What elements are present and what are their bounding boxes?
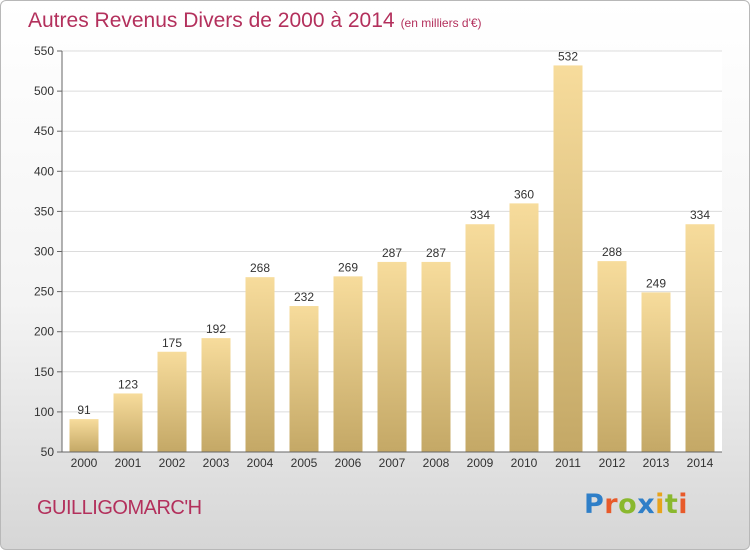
- logo-letter: t: [664, 489, 679, 520]
- bar: [509, 203, 539, 452]
- data-label: 232: [294, 290, 314, 304]
- proxiti-logo: Proxiti: [584, 489, 688, 520]
- y-tick-label: 100: [34, 405, 54, 419]
- y-tick-label: 150: [34, 365, 54, 379]
- logo-letter: o: [618, 489, 638, 520]
- y-tick-label: 500: [34, 84, 54, 98]
- data-label: 288: [602, 245, 622, 259]
- x-tick-label: 2008: [423, 456, 450, 470]
- bar: [201, 338, 231, 452]
- bar: [289, 306, 319, 452]
- x-tick-label: 2011: [555, 456, 581, 470]
- chart-title-text: Autres Revenus Divers de 2000 à 2014: [28, 9, 395, 32]
- logo-letter: i: [655, 489, 665, 520]
- y-tick-label: 50: [41, 445, 55, 459]
- y-tick-label: 200: [34, 325, 54, 339]
- data-label: 287: [426, 246, 446, 260]
- data-label: 192: [206, 322, 226, 336]
- x-tick-label: 2006: [335, 456, 362, 470]
- data-label: 175: [162, 336, 182, 350]
- x-tick-label: 2000: [71, 456, 98, 470]
- labels: 91 123 175 192 268 232 269 287 287 334 360 532 288 24…: [77, 49, 710, 417]
- bar: [69, 419, 99, 452]
- data-label: 249: [646, 276, 666, 290]
- commune-name: GUILLIGOMARC'H: [37, 497, 202, 519]
- bars: [69, 65, 715, 452]
- x-tick-label: 2010: [511, 456, 538, 470]
- x-tick-label: 2009: [467, 456, 494, 470]
- bar: [553, 65, 583, 452]
- bar: [685, 224, 715, 452]
- bar: [421, 261, 451, 452]
- data-label: 334: [690, 208, 710, 222]
- y-tick-label: 550: [34, 44, 54, 58]
- bar: [113, 393, 143, 452]
- data-label: 269: [338, 260, 358, 274]
- data-label: 268: [250, 261, 270, 275]
- data-label: 91: [77, 403, 91, 417]
- x-tick-label: 2002: [159, 456, 186, 470]
- bar: [597, 261, 627, 452]
- y-tick-label: 300: [34, 245, 54, 259]
- data-label: 287: [382, 246, 402, 260]
- logo-letter: P: [584, 489, 605, 520]
- x-tick-label: 2012: [599, 456, 626, 470]
- unit-note: (en milliers d'€): [400, 16, 482, 30]
- bar: [377, 261, 407, 452]
- y-tick-label: 400: [34, 164, 54, 178]
- chart-title: Autres Revenus Divers de 2000 à 2014 (en …: [28, 9, 482, 33]
- bar: [245, 277, 275, 452]
- logo-letter: x: [637, 489, 656, 520]
- logo-letter: i: [678, 489, 689, 520]
- x-tick-label: 2007: [379, 456, 406, 470]
- y-tick-label: 350: [34, 204, 54, 218]
- logo-letter: r: [604, 489, 619, 520]
- y-tick-label: 450: [34, 124, 54, 138]
- data-label: 123: [118, 377, 138, 391]
- x-tick-label: 2003: [203, 456, 230, 470]
- x-tick-label: 2014: [687, 456, 714, 470]
- axes: 50 100 150 200 250 300 350 400 450 500 550 2000 2001…: [34, 44, 722, 470]
- data-label: 334: [470, 208, 490, 222]
- y-tick-label: 250: [34, 285, 54, 299]
- x-tick-label: 2005: [291, 456, 318, 470]
- data-label: 532: [558, 49, 578, 63]
- bar: [157, 351, 187, 452]
- bar: [333, 276, 363, 452]
- x-tick-label: 2001: [115, 456, 142, 470]
- x-tick-label: 2013: [643, 456, 670, 470]
- x-tick-label: 2004: [247, 456, 274, 470]
- bar: [641, 292, 671, 452]
- data-label: 360: [514, 187, 534, 201]
- bar: [465, 224, 495, 452]
